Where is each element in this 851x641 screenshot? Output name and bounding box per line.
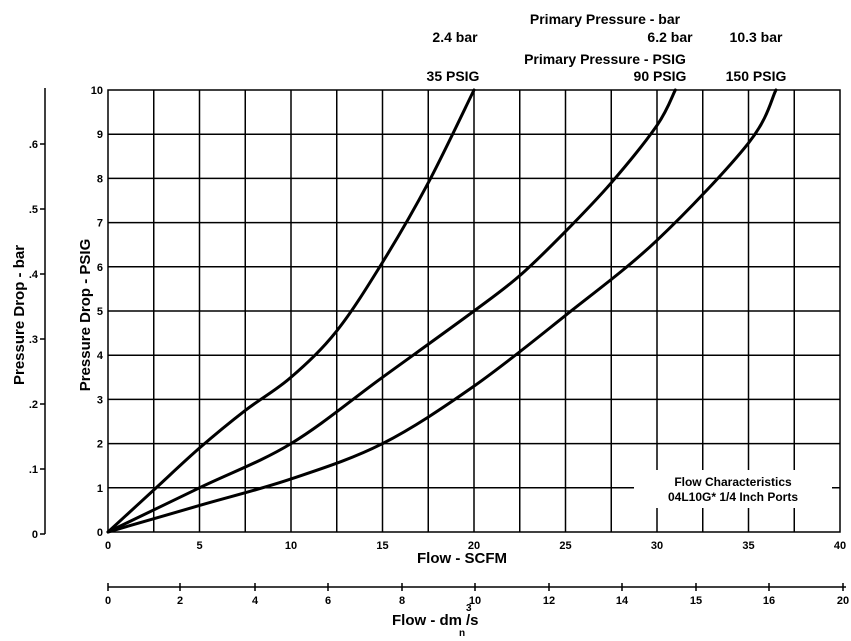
- secondary-y-axis-label: Pressure Drop - bar: [11, 245, 28, 385]
- series-curve-3: [106, 88, 778, 534]
- secondary-x-tick-label: 8: [399, 595, 405, 607]
- y-tick-label: 8: [97, 173, 103, 185]
- secondary-x-label-subscript: n: [459, 628, 465, 639]
- flow-curves: [106, 88, 778, 534]
- secondary-y-tick-label: 0: [32, 529, 38, 541]
- secondary-x-tick-label: 12: [543, 595, 555, 607]
- secondary-x-tick-label: 2: [177, 595, 183, 607]
- series-label-psig: 35 PSIG: [427, 68, 480, 84]
- plot-frame: [107, 89, 841, 533]
- secondary-x-label-superscript: 3: [466, 603, 472, 614]
- secondary-x-tick-label: 6: [325, 595, 331, 607]
- secondary-y-tick-label: .6: [29, 139, 38, 151]
- x-tick-label: 20: [468, 540, 480, 552]
- series-label-bar: 10.3 bar: [730, 29, 783, 45]
- x-tick-label: 0: [105, 540, 111, 552]
- x-axis-label: Flow - SCFM: [417, 550, 507, 567]
- x-tick-label: 15: [376, 540, 388, 552]
- secondary-x-tick-label: 10: [469, 595, 481, 607]
- series-label-bar: 6.2 bar: [647, 29, 693, 45]
- primary-pressure-psig-title: Primary Pressure - PSIG: [524, 51, 686, 67]
- secondary-y-tick-label: .5: [29, 204, 38, 216]
- secondary-x-tick-label: 16: [763, 595, 775, 607]
- y-tick-label: 9: [97, 129, 103, 141]
- secondary-y-tick-label: .2: [29, 399, 38, 411]
- x-tick-label: 10: [285, 540, 297, 552]
- y-tick-label: 10: [91, 85, 103, 97]
- secondary-x-tick-label: 0: [105, 595, 111, 607]
- series-label-bar: 2.4 bar: [432, 29, 478, 45]
- secondary-x-axis-label: Flow - dm 3 /s n: [392, 603, 479, 639]
- annotation-line-1: Flow Characteristics: [674, 475, 792, 489]
- y-tick-label: 0: [97, 527, 103, 539]
- series-label-psig: 150 PSIG: [726, 68, 787, 84]
- x-tick-label: 30: [651, 540, 663, 552]
- y-tick-label: 1: [97, 483, 103, 495]
- y-tick-label: 7: [97, 218, 103, 230]
- y-tick-labels: 0 1 2 3 4 5 6 7 8 9 10: [91, 85, 104, 539]
- secondary-x-tick-label: 15: [690, 595, 702, 607]
- secondary-x-tick-label: 14: [616, 595, 629, 607]
- series-labels: 2.4 bar 35 PSIG 6.2 bar 90 PSIG 10.3 bar 150 …: [427, 29, 787, 84]
- secondary-x-label-main: Flow - dm: [392, 612, 462, 629]
- series-label-psig: 90 PSIG: [634, 68, 687, 84]
- x-tick-label: 5: [196, 540, 202, 552]
- secondary-x-tick-label: 4: [252, 595, 259, 607]
- y-tick-label: 5: [97, 306, 103, 318]
- secondary-y-tick-label: .3: [29, 334, 38, 346]
- x-tick-label: 35: [742, 540, 754, 552]
- secondary-y-tick-label: .4: [29, 269, 39, 281]
- x-tick-labels: 0 5 10 15 20 25 30 35 40: [105, 540, 846, 552]
- y-axis-label: Pressure Drop - PSIG: [77, 239, 94, 392]
- x-tick-label: 25: [559, 540, 571, 552]
- secondary-x-tick-label: 20: [837, 595, 849, 607]
- secondary-y-tick-label: .1: [29, 464, 38, 476]
- y-tick-label: 6: [97, 262, 103, 274]
- secondary-x-axis: 0 2 4 6 8 10 12 14 15 16 20: [105, 583, 849, 607]
- secondary-y-axis: 0 .1 .2 .3 .4 .5 .6: [29, 88, 46, 541]
- series-curve-2: [106, 88, 677, 534]
- annotation-line-2: 04L10G* 1/4 Inch Ports: [668, 490, 798, 504]
- primary-pressure-bar-title: Primary Pressure - bar: [530, 11, 681, 27]
- chart-annotation: Flow Characteristics 04L10G* 1/4 Inch Po…: [634, 470, 832, 508]
- y-tick-label: 2: [97, 439, 103, 451]
- secondary-x-label-suffix: /s: [466, 612, 479, 629]
- x-tick-label: 40: [834, 540, 846, 552]
- annotation-box: [634, 470, 832, 508]
- series-curve-1: [106, 88, 476, 534]
- y-tick-label: 4: [97, 350, 104, 362]
- y-tick-label: 3: [97, 394, 103, 406]
